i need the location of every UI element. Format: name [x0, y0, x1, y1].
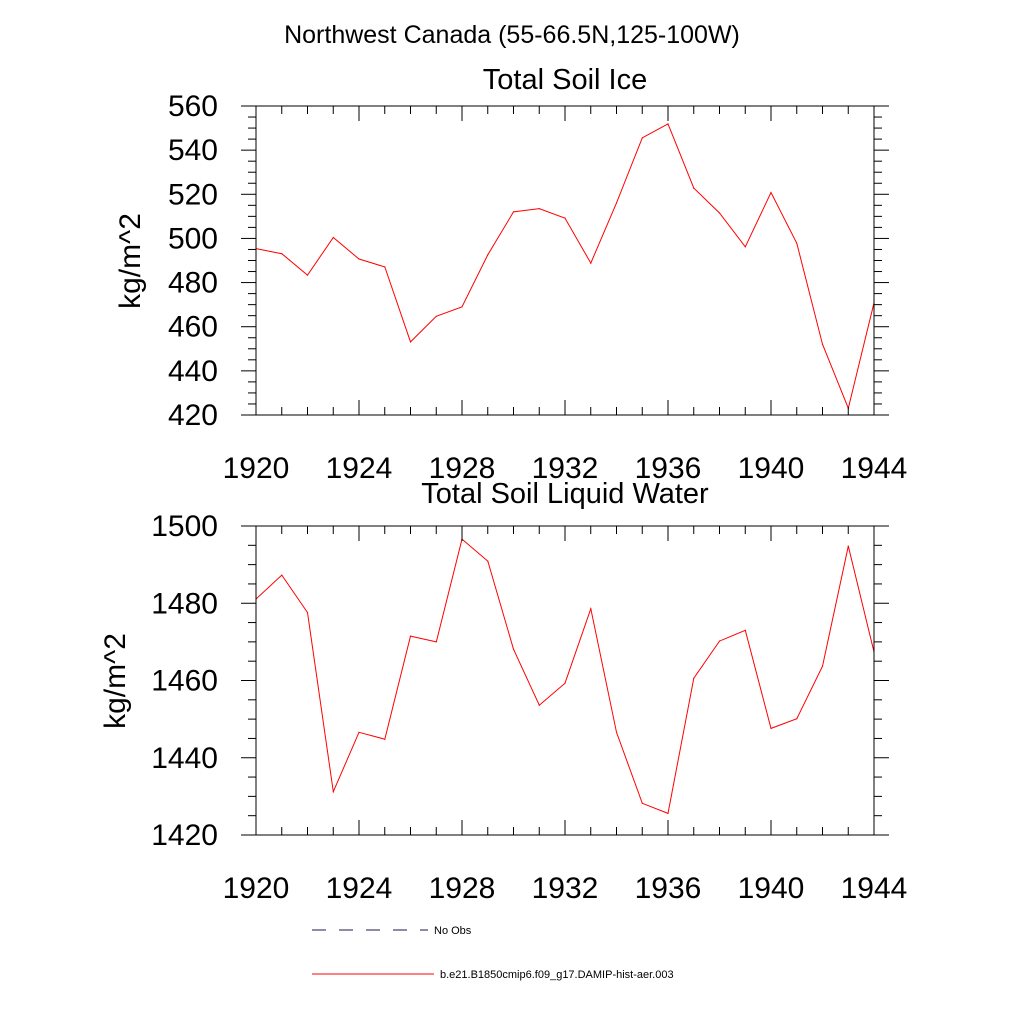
chart-title: Total Soil Liquid Water: [421, 478, 709, 510]
x-tick-label: 1932: [532, 452, 599, 485]
y-tick-label: 440: [168, 355, 218, 388]
x-tick-label: 1944: [841, 872, 908, 905]
data-point: [358, 731, 360, 733]
data-point: [332, 791, 334, 793]
y-tick-label: 1420: [151, 819, 218, 852]
legend-label-no-obs: No Obs: [434, 925, 472, 937]
data-point: [409, 341, 412, 343]
series-line-0: [256, 538, 874, 815]
y-tick-label: 420: [168, 399, 218, 432]
data-point: [770, 727, 772, 730]
data-point: [821, 343, 824, 345]
x-tick-label: 1928: [429, 452, 496, 485]
data-point: [281, 253, 283, 255]
x-tick-label: 1940: [738, 452, 805, 485]
data-point: [615, 202, 618, 204]
data-point: [384, 266, 386, 268]
y-axis-label: kg/m^2: [114, 213, 147, 309]
x-tick-label: 1932: [532, 872, 599, 905]
y-tick-label: 480: [168, 267, 218, 300]
x-tick-label: 1924: [326, 872, 393, 905]
data-point: [281, 574, 283, 576]
legend-label-model: b.e21.B1850cmip6.f09_g17.DAMIP-hist-aer.…: [440, 969, 674, 981]
data-point: [461, 306, 463, 308]
data-point: [384, 738, 386, 740]
x-tick-label: 1920: [223, 452, 290, 485]
plot-frame: [255, 105, 875, 416]
data-point: [435, 641, 437, 643]
data-point: [538, 704, 540, 706]
axis-ticks: [241, 525, 889, 836]
data-point: [564, 682, 566, 684]
data-point: [796, 242, 798, 244]
data-point: [358, 258, 360, 260]
data-point: [693, 187, 695, 189]
figure-title: Northwest Canada (55-66.5N,125-100W): [284, 21, 740, 49]
data-point: [306, 611, 309, 614]
chart-panel-soil-liquid-water: Total Soil Liquid Water kg/m^2 1920 1924 1…: [99, 478, 907, 905]
data-point: [744, 246, 746, 248]
chart-panel-soil-ice: Total Soil Ice kg/m^2 1920 1924 1928 1932 19…: [114, 64, 907, 485]
data-point: [821, 665, 824, 667]
x-tick-label: 1940: [738, 872, 805, 905]
y-tick-label: 520: [168, 178, 218, 211]
chart-title: Total Soil Ice: [483, 64, 647, 96]
data-point: [409, 635, 412, 637]
data-point: [487, 254, 489, 256]
y-tick-label: 540: [168, 134, 218, 167]
x-tick-label: 1920: [223, 872, 290, 905]
data-point: [435, 315, 437, 317]
data-point: [641, 802, 643, 804]
data-point: [487, 560, 489, 562]
data-point: [512, 648, 515, 650]
y-tick-label: 1460: [151, 665, 218, 698]
plot-frame: [255, 525, 875, 836]
data-point: [590, 262, 592, 264]
data-point: [718, 212, 721, 214]
x-tick-label: 1936: [635, 452, 702, 485]
data-point: [693, 677, 695, 679]
x-tick-label: 1944: [841, 452, 908, 485]
y-tick-label: 1440: [151, 742, 218, 775]
data-point: [770, 191, 772, 194]
x-tick-label: 1936: [635, 872, 702, 905]
y-tick-label: 500: [168, 222, 218, 255]
data-point: [667, 812, 669, 815]
y-axis-label: kg/m^2: [99, 633, 132, 729]
data-point: [306, 274, 309, 276]
data-point: [718, 640, 721, 642]
x-tick-label: 1924: [326, 452, 393, 485]
data-point: [796, 718, 798, 720]
data-point: [744, 629, 746, 631]
data-point: [538, 208, 540, 210]
data-point: [564, 217, 566, 219]
y-tick-label: 460: [168, 311, 218, 344]
data-point: [847, 545, 849, 547]
data-point: [641, 137, 643, 139]
y-tick-label: 1500: [151, 510, 218, 543]
y-tick-label: 1480: [151, 587, 218, 620]
axis-ticks: [241, 105, 889, 416]
legend: No Obs b.e21.B1850cmip6.f09_g17.DAMIP-hi…: [312, 925, 674, 981]
x-tick-label: 1928: [429, 872, 496, 905]
data-point: [615, 731, 618, 733]
data-point: [512, 211, 515, 213]
data-point: [667, 123, 669, 125]
data-point: [590, 608, 592, 610]
data-point: [332, 236, 334, 239]
series-line-0: [256, 123, 874, 410]
y-tick-label: 560: [168, 90, 218, 123]
